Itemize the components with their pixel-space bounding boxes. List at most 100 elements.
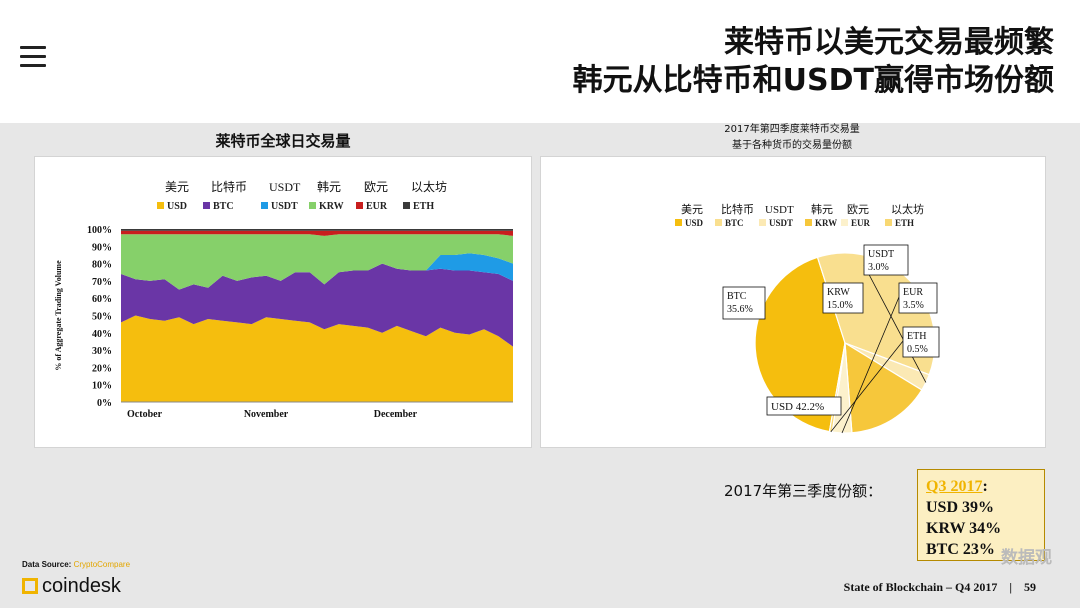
pie-label-value-usdt: 3.0% — [868, 262, 889, 273]
pie-legend-cn-eur: 欧元 — [847, 203, 869, 216]
legend-cn-btc: 比特币 — [211, 179, 247, 194]
page-number: 59 — [1024, 580, 1036, 594]
pie-chart: 美元 USD 比特币 BTC USDT USDT 韩元 KRW 欧元 EUR 以太坊 ETH USD 4… — [675, 202, 940, 434]
pie-legend-cn-usdt: USDT — [765, 204, 794, 216]
legend-swatch-usd — [157, 202, 164, 209]
pie-legend-swatch-eth — [885, 219, 892, 226]
pie-label-box-btc — [722, 286, 766, 320]
pie-legend-cn-usd: 美元 — [681, 203, 703, 216]
area-series-eth — [121, 229, 513, 231]
q3-share-label: 2017年第三季度份额： — [724, 482, 883, 500]
pie-leader-line-eur — [841, 296, 900, 434]
y-tick-label: 60% — [92, 294, 112, 305]
data-source-label: Data Source: — [22, 560, 74, 569]
y-tick-label: 0% — [97, 398, 112, 409]
pie-legend-cn-eth: 以太坊 — [891, 202, 924, 216]
legend-swatch-eth — [403, 202, 410, 209]
q3-usd: USD 39% — [926, 499, 995, 516]
legend-swatch-eur — [356, 202, 363, 209]
area-series-eur — [121, 230, 513, 236]
pie-legend-swatch-eur — [841, 219, 848, 226]
pie-label-value-krw: 15.0% — [827, 300, 853, 311]
x-tick-label: November — [244, 409, 289, 420]
legend-cn-usd: 美元 — [165, 180, 189, 194]
q3-krw: KRW 34% — [926, 520, 1002, 537]
y-tick-label: 70% — [92, 277, 112, 288]
y-tick-label: 80% — [92, 260, 112, 271]
slide-footer: State of Blockchain – Q4 2017 | 59 — [844, 580, 1036, 595]
area-series-usd — [121, 315, 513, 402]
area-series-krw — [121, 234, 513, 290]
legend-en-usdt: USDT — [271, 201, 298, 212]
pie-leader-line-usdt — [863, 264, 927, 383]
right-chart-heading: 2017年第四季度莱特币交易量 基于各种货币的交易量份额 — [540, 122, 1044, 154]
pie-legend-en-usdt: USDT — [769, 218, 793, 228]
slide-header: 莱特币以美元交易最频繁 韩元从比特币和USDT赢得市场份额 — [0, 0, 1080, 123]
legend-en-krw: KRW — [319, 201, 344, 212]
pie-legend-cn-krw: 韩元 — [811, 202, 833, 216]
pie-label-box-krw — [822, 282, 864, 314]
y-tick-label: 50% — [92, 312, 112, 323]
coindesk-logo-icon — [22, 578, 38, 594]
footer-separator: | — [1009, 580, 1012, 594]
y-axis-label: % of Aggregate Trading Volume — [54, 260, 63, 371]
pie-slice-usd — [754, 256, 846, 433]
y-tick-label: 90% — [92, 242, 112, 253]
legend-cn-eth: 以太坊 — [411, 179, 447, 194]
left-chart-heading: 莱特币全球日交易量 — [215, 132, 351, 150]
pie-label-name-btc: BTC — [727, 291, 747, 302]
pie-legend-swatch-usd — [675, 219, 682, 226]
pie-label-name-krw: KRW — [827, 287, 850, 298]
area-series-usdt — [121, 253, 513, 290]
pie-legend-en-eur: EUR — [851, 218, 871, 228]
pie-label-box-eur — [898, 282, 938, 314]
report-name: State of Blockchain – Q4 2017 — [843, 580, 998, 594]
y-tick-label: 10% — [92, 381, 112, 392]
pie-legend-cn-btc: 比特币 — [721, 202, 754, 216]
q3-title: Q3 2017 — [926, 478, 983, 495]
pie-legend-swatch-krw — [805, 219, 812, 226]
right-chart-panel: 美元 USD 比特币 BTC USDT USDT 韩元 KRW 欧元 EUR 以太坊 ETH USD 4… — [540, 156, 1046, 448]
legend-swatch-usdt — [261, 202, 268, 209]
stacked-area-chart: 美元 USD 比特币 BTC USDT USDT 韩元 KRW 欧元 EUR 以太坊 ETH 0% 10%… — [54, 179, 513, 420]
pie-label-name-eth: ETH — [907, 331, 926, 342]
right-chart-heading-line1: 2017年第四季度莱特币交易量 — [724, 124, 860, 135]
q3-share-box: Q3 2017: USD 39% KRW 34% BTC 23% — [917, 469, 1045, 561]
pie-label-box-usdt — [863, 244, 909, 276]
y-tick-label: 100% — [87, 225, 112, 236]
y-tick-label: 20% — [92, 363, 112, 374]
pie-label-box-eth — [902, 326, 940, 358]
y-tick-label: 40% — [92, 329, 112, 340]
pie-label-name-usdt: USDT — [868, 249, 894, 260]
pie-legend-en-usd: USD — [685, 218, 704, 228]
x-tick-label: December — [374, 409, 418, 420]
left-chart-panel: 美元 USD 比特币 BTC USDT USDT 韩元 KRW 欧元 EUR 以太坊 ETH 0% 10%… — [34, 156, 532, 448]
legend-en-usd: USD — [167, 201, 187, 212]
data-source-name[interactable]: CryptoCompare — [73, 560, 131, 569]
pie-slice-krw — [844, 341, 923, 434]
q3-btc: BTC 23% — [926, 541, 995, 558]
pie-legend-swatch-btc — [715, 219, 722, 226]
q3-colon: : — [982, 478, 988, 495]
right-chart-heading-line2: 基于各种货币的交易量份额 — [732, 140, 852, 151]
slide-title-line2: 韩元从比特币和USDT赢得市场份额 — [572, 63, 1054, 98]
menu-icon[interactable] — [20, 46, 46, 68]
legend-cn-eur: 欧元 — [364, 180, 388, 194]
legend-swatch-btc — [203, 202, 210, 209]
legend-cn-krw: 韩元 — [317, 179, 341, 194]
pie-label-value-eth: 0.5% — [907, 344, 928, 355]
legend-en-eth: ETH — [413, 201, 434, 212]
pie-legend-en-btc: BTC — [725, 218, 744, 228]
legend-swatch-krw — [309, 202, 316, 209]
pie-legend-swatch-usdt — [759, 219, 766, 226]
pie-legend-en-eth: ETH — [895, 218, 914, 228]
legend-cn-usdt: USDT — [269, 180, 301, 194]
legend-en-eur: EUR — [366, 201, 388, 212]
watermark: 数据观 — [1001, 548, 1052, 568]
y-tick-label: 30% — [92, 346, 112, 357]
coindesk-logo-text: coindesk — [42, 575, 121, 597]
slide-title: 莱特币以美元交易最频繁 韩元从比特币和USDT赢得市场份额 — [573, 24, 1054, 100]
pie-label-name-eur: EUR — [903, 287, 923, 298]
pie-leader-line-eth — [830, 340, 904, 433]
x-tick-label: October — [127, 409, 163, 420]
